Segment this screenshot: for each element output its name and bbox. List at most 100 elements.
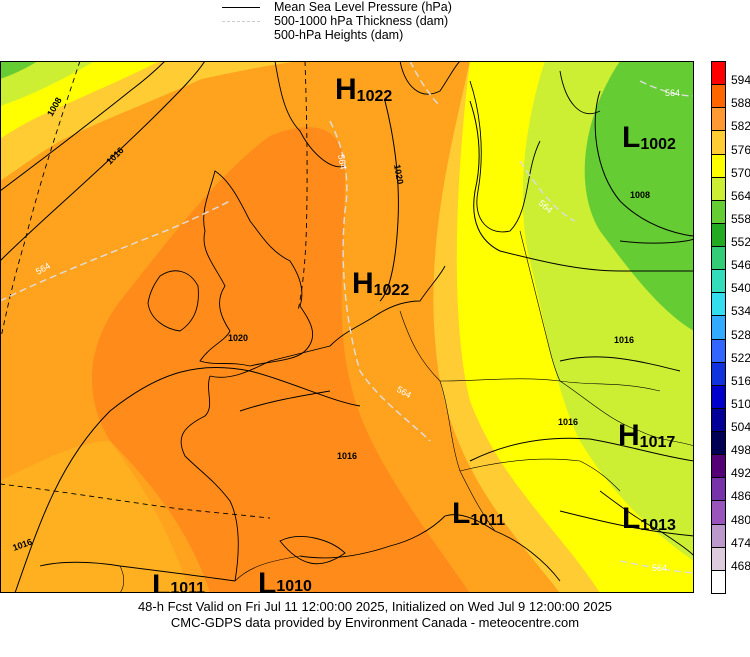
height-contour-west [0,61,81,342]
isobar-1016-east [469,100,694,272]
isobar-1020-north [379,100,399,302]
pressure-center-layer: H1022 H1022 L1002 H1017 L1011 L1013 L101… [152,73,676,593]
isobars [0,61,694,593]
colorbar-swatch [711,315,726,340]
colorbar-label: 540 [731,281,750,296]
isobar-1016-west [14,366,361,593]
isobar-label: 1020 [392,164,405,185]
thickness-564-ne [639,80,694,97]
pressure-center-iberia-east: L1010 [258,567,312,593]
colorbar-label: 498 [731,443,750,458]
border-fr-es [234,555,301,582]
great-britain-coast [199,170,314,367]
colorbar-swatch [711,523,726,548]
isobar-1016-central [559,356,681,372]
colorbar-label: 570 [731,165,750,180]
colorbar-swatch [711,546,726,571]
colorbar-label: 582 [731,119,750,134]
colorbar-label: 474 [731,535,750,550]
colorbar-swatch [711,246,726,271]
italy-coast [494,530,561,582]
colorbar-label: 522 [731,350,750,365]
legend-label-thickness: 500-1000 hPa Thickness (dam) [274,14,449,28]
thickness-label: 564 [652,563,667,573]
colorbar-label: 486 [731,489,750,504]
colorbar-swatch [711,454,726,479]
fill-564-nw [0,61,95,106]
colorbar-label: 504 [731,420,750,435]
colorbar-label: 594 [731,73,750,88]
fill-558 [584,61,694,331]
isobar-1016-nw [0,61,206,262]
colorbar-swatch [711,130,726,155]
weather-map: 1008 1016 1016 1020 1020 1008 1016 1016 … [0,61,694,593]
thickness-564-central [329,120,431,442]
thickness-564-baltic [519,160,576,222]
thickness-564-west [0,200,231,302]
border-cz-at [559,380,694,447]
norway-coast [274,61,346,168]
colorbar-swatch [711,477,726,502]
solid-line-swatch [222,6,260,8]
thickness-564-se [619,560,694,574]
isobar-1008-nw [0,61,166,192]
isobar-label: 1016 [558,417,578,427]
colorbar-label: 558 [731,211,750,226]
colorbar-label: 576 [731,142,750,157]
colorbar-swatch [711,107,726,132]
colorbar-swatch [711,176,726,201]
height-contour-north [297,61,308,312]
balearic-outline [279,536,346,565]
border-ch-it [459,458,621,492]
colorbar-label: 468 [731,558,750,573]
isobar-label: 1016 [614,335,634,345]
colorbar-swatch [711,569,726,594]
height-contours [0,61,308,519]
map-frame [0,61,694,593]
colorbar-label: 552 [731,235,750,250]
colorbar-label: 564 [731,188,750,203]
pressure-center-alps: H1017 [618,419,675,452]
legend-item-pressure: Mean Sea Level Pressure (hPa) [222,0,452,14]
data-credit-text: CMC-GDPS data provided by Environment Ca… [170,615,580,630]
colorbar-label: 510 [731,396,750,411]
ireland-coast [147,270,199,332]
map-legend: Mean Sea Level Pressure (hPa) 500-1000 h… [222,0,522,46]
isobar-label-layer: 1008 1016 1016 1020 1020 1008 1016 1016 … [11,96,650,553]
mediterranean-coast [299,514,496,559]
colorbar-swatch [711,153,726,178]
fill-582-sw [0,441,190,593]
thickness-564-north [409,61,441,107]
legend-label-pressure: Mean Sea Level Pressure (hPa) [274,0,452,14]
pressure-center-gulf-of-lion: L1011 [452,497,505,530]
height-colorbar: 594 588 582 576 570 564 558 552 546 540 534 528 522 5… [711,61,750,594]
colorbar-swatch [711,431,726,456]
colorbar-swatch [711,84,726,109]
colorbar-swatch [711,500,726,525]
finland-coast [559,70,601,114]
colorbar-swatch [711,199,726,224]
colorbar-swatch [711,361,726,386]
forecast-valid-text: 48-h Fcst Valid on Fri Jul 11 12:00:00 2… [137,599,613,614]
channel-north-sea-coast [209,265,446,378]
isobar-label: 1020 [228,333,248,343]
colorbar-swatch [711,384,726,409]
baltic-west-coast [469,80,541,233]
fill-558-nw [0,61,38,79]
colorbar-label: 528 [731,327,750,342]
legend-label-heights: 500-hPa Heights (dam) [274,28,404,42]
colorbar-swatch [711,269,726,294]
thickness-contours [0,61,694,574]
colorbar-swatch [711,292,726,317]
colorbar-swatch [711,222,726,248]
pressure-center-north-sea: H1022 [335,73,392,106]
border-fr-de [399,310,496,532]
height-fill-layer: 1008 1016 1016 1020 1020 1008 1016 1016 … [0,61,694,593]
colorbar-swatch [711,407,726,433]
pressure-center-baltic: L1002 [622,121,676,154]
pressure-center-netherlands: H1022 [352,267,409,300]
sweden-coast [399,61,461,95]
colorbar-label: 516 [731,373,750,388]
coastlines [39,61,694,582]
thickness-label: 564 [336,154,348,171]
